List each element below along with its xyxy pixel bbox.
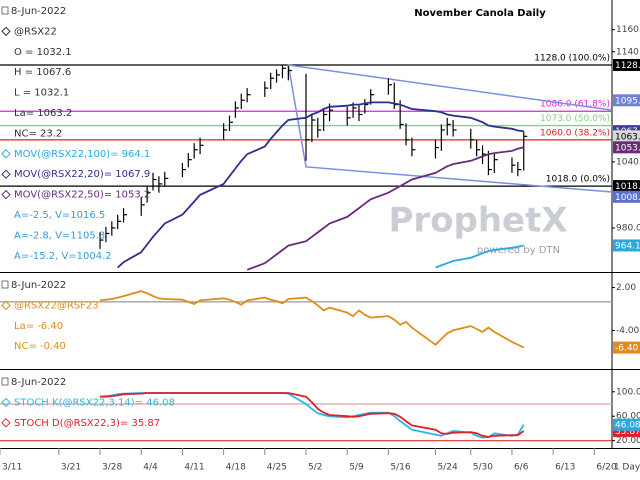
- trend-channel: [287, 64, 612, 193]
- y-tick-label: 100.00: [616, 387, 640, 397]
- info-text: La= -6.40: [14, 321, 63, 332]
- price-label: 1008.3: [615, 193, 640, 203]
- watermark-sub: powered by DTN: [477, 245, 560, 256]
- fib-label: 1073.0 (50.0%): [540, 114, 610, 124]
- price-label-box: [613, 341, 640, 354]
- price-label-box: [613, 130, 640, 143]
- info-text: NC= -0.40: [14, 341, 66, 352]
- info-text: MOV(@RSX22,50)= 1053.2: [14, 190, 150, 201]
- x-tick-label: 5/9: [349, 463, 364, 473]
- info-text: A=-2.5, V=1016.5: [14, 210, 105, 221]
- series-line: [246, 146, 524, 271]
- x-tick-label: 4/11: [184, 463, 204, 473]
- info-text: MOV(@RSX22,20)= 1067.9: [14, 169, 150, 180]
- series-line: [99, 290, 525, 349]
- price-label: 964.1: [615, 241, 640, 251]
- calendar-icon: [1, 6, 9, 15]
- x-tick-label: 3/21: [61, 463, 81, 473]
- info-text: NC= 23.2: [14, 128, 62, 139]
- legend-diamond: [1, 169, 11, 179]
- price-label-box: [613, 94, 640, 107]
- x-tick-label: 5/16: [390, 463, 410, 473]
- fib-label: 1060.0 (38.2%): [540, 128, 610, 138]
- x-tick-label: 5/30: [473, 463, 493, 473]
- price-label-box: [613, 58, 640, 71]
- y-tick-label: -4.00: [616, 326, 640, 336]
- x-tick-label: 4/18: [226, 463, 246, 473]
- panel: [0, 290, 612, 349]
- y-tick-label: 1040.0: [616, 157, 640, 167]
- info-text: O = 1032.1: [14, 47, 72, 58]
- info-text: STOCH D(@RSX22,3)= 35.87: [14, 418, 160, 429]
- info-text: MOV(@RSX22,100)= 964.1: [14, 149, 150, 160]
- info-text: 8-Jun-2022: [11, 6, 66, 17]
- price-label: 1095.9: [615, 96, 640, 106]
- price-label: -6.40: [615, 344, 639, 354]
- price-label-box: [613, 239, 640, 252]
- price-label-box: [613, 190, 640, 203]
- price-label: 46.08: [615, 421, 640, 431]
- price-label-box: [613, 418, 640, 431]
- price-label-box: [613, 141, 640, 154]
- legend-diamond: [1, 149, 11, 159]
- series-line: [117, 101, 524, 269]
- legend-diamond: [1, 26, 11, 37]
- panel: [0, 392, 612, 442]
- info-text: A=-15.2, V=1004.2: [14, 251, 112, 262]
- info-text: STOCH K(@RSX22,3,14)= 46.08: [14, 397, 175, 408]
- legend-diamond: [1, 189, 11, 200]
- legend-diamond: [1, 418, 11, 428]
- info-text: @RSX22@RSF23: [14, 300, 99, 311]
- y-tick-label: 1140.0: [616, 47, 640, 57]
- info-text: H = 1067.6: [14, 67, 71, 78]
- info-text: 8-Jun-2022: [11, 377, 66, 388]
- y-tick-label: 20.00: [616, 436, 640, 446]
- x-tick-label: 6/20: [596, 463, 616, 473]
- x-tick-label: 6/6: [514, 463, 529, 473]
- x-tick-label: 3/28: [102, 463, 122, 473]
- x-tick-label: 6/13: [555, 463, 575, 473]
- y-tick-label: 1160.0: [616, 25, 640, 35]
- watermark: ProphetX: [388, 201, 567, 241]
- calendar-icon: [1, 377, 9, 386]
- x-tick-label: 5/2: [308, 463, 322, 473]
- x-tick-label: 3/11: [2, 463, 22, 473]
- price-label: 1053.2: [615, 143, 640, 153]
- y-tick-label: 980.0: [616, 223, 640, 233]
- legend-diamond: [1, 300, 11, 311]
- info-text: @RSX22: [14, 26, 57, 37]
- legend-diamond: [1, 397, 11, 408]
- y-tick-label: 60.00: [616, 412, 640, 422]
- info-text: La= 1063.2: [14, 108, 72, 119]
- y-tick-label: 2.00: [616, 283, 636, 293]
- info-text: L = 1032.1: [14, 88, 69, 99]
- price-label-box: [613, 180, 640, 193]
- info-text: 8-Jun-2022: [11, 280, 66, 291]
- chart-title: November Canola Daily: [414, 8, 546, 19]
- price-label: 35.87: [615, 427, 640, 437]
- price-label: 1128.0: [615, 61, 640, 71]
- series-line: [435, 244, 524, 269]
- fib-label: 1018.0 (0.0%): [546, 175, 610, 185]
- x-tick-label: 5/24: [437, 463, 457, 473]
- series-line: [100, 392, 525, 438]
- price-label: 1018.0: [615, 182, 640, 192]
- x-unit-label: 1 Day: [614, 463, 640, 473]
- price-label: 1063.2: [615, 132, 640, 142]
- calendar-icon: [1, 280, 9, 289]
- fib-label: 1128.0 (100.0%): [534, 53, 610, 63]
- x-tick-label: 4/4: [143, 463, 158, 473]
- x-tick-label: 4/25: [267, 463, 287, 473]
- info-text: A=-2.8, V=1105.3: [14, 230, 105, 241]
